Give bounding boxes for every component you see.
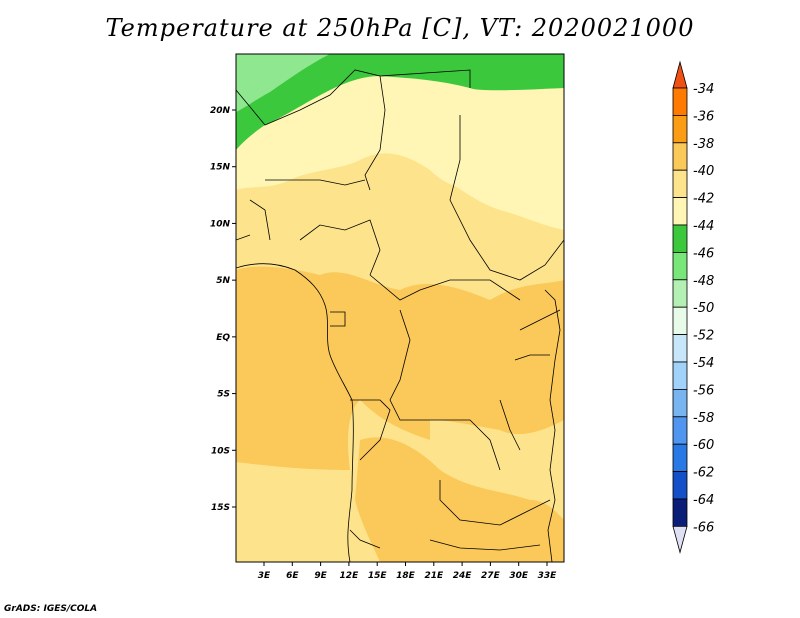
coastline-east (544, 289, 561, 562)
colorbar-level-label: -42 (693, 192, 714, 207)
border-line (236, 234, 251, 241)
longitude-axis: 3E 6E 9E 12E 15E 18E 21E 24E 27E 30E 33E (258, 562, 557, 581)
colorbar-swatch (672, 416, 688, 445)
colorbar-swatch (672, 87, 688, 116)
border-line (499, 399, 521, 451)
colorbar-swatch (672, 251, 688, 281)
border-line (379, 69, 471, 88)
border-line (369, 274, 521, 301)
colorbar-swatch (672, 471, 688, 500)
lat-tick-label: 5S (217, 390, 230, 400)
border-line (429, 539, 541, 551)
field-minus-40-to-38-south (355, 437, 564, 562)
border-line (389, 309, 501, 471)
lat-tick-label: 20N (210, 106, 231, 116)
colorbar-level-label: -66 (693, 520, 714, 535)
colorbar-swatch (672, 197, 688, 226)
coastline (236, 263, 354, 562)
colorbar-level-label: -52 (693, 329, 714, 344)
colorbar-swatch (672, 306, 688, 336)
colorbar-level-label: -38 (693, 137, 714, 152)
colorbar-swatch (672, 498, 688, 527)
colorbar-swatch (672, 279, 688, 308)
colorbar-swatch (672, 443, 688, 473)
lat-tick-label: 10N (210, 219, 231, 229)
border-line (249, 199, 271, 241)
colorbar-swatch (672, 169, 688, 198)
lon-tick-label: 30E (509, 571, 529, 581)
colorbar-level-label: -36 (693, 109, 714, 124)
field-minus-44-to-42-east (430, 150, 564, 192)
colorbar-level-label: -48 (693, 274, 714, 289)
lat-tick-label: EQ (216, 333, 230, 343)
field-minus-40-to-38 (236, 266, 564, 470)
temperature-field (236, 54, 564, 562)
colorbar-level-label: -56 (693, 383, 714, 398)
colorbar-level-label: -58 (693, 411, 714, 426)
lat-tick-label: 15S (211, 503, 230, 513)
lon-tick-label: 15E (368, 571, 388, 581)
colorbar-level-label: -40 (693, 164, 714, 179)
border-line (265, 179, 366, 186)
chart-title: Temperature at 250hPa [C], VT: 202002100… (105, 14, 695, 42)
lat-tick-label: 5N (216, 276, 230, 286)
border-line (349, 529, 381, 549)
border-line (449, 115, 564, 281)
colorbar-level-label: -62 (693, 466, 714, 481)
colorbar-level-label: -34 (693, 82, 714, 97)
colorbar-swatch (672, 361, 688, 390)
lon-tick-label: 27E (481, 571, 501, 581)
border-line (514, 354, 550, 361)
colorbar-swatch (672, 115, 688, 144)
lon-tick-label: 18E (396, 571, 416, 581)
border-line (299, 219, 381, 276)
colorbar-swatch (672, 224, 688, 253)
colorbar-level-label: -44 (693, 219, 714, 234)
border-line (236, 69, 386, 191)
lon-tick-label: 9E (314, 571, 327, 581)
colorbar-swatch (672, 142, 688, 171)
border-line (439, 480, 551, 526)
colorbar-level-label: -50 (693, 301, 714, 316)
colorbar-level-label: -60 (693, 438, 714, 453)
colorbar-swatch (672, 388, 688, 418)
latitude-axis: 20N 15N 10N 5N EQ 5S 10S 15S (210, 106, 236, 513)
field-minus-48-to-46 (236, 54, 330, 112)
lon-tick-label: 12E (340, 571, 360, 581)
colorbar-level-label: -64 (693, 493, 714, 508)
border-line (519, 309, 561, 331)
lon-tick-label: 24E (453, 571, 473, 581)
colorbar-swatch (672, 334, 688, 363)
lon-tick-label: 21E (424, 571, 444, 581)
country-borders (236, 69, 564, 562)
lon-tick-label: 6E (286, 571, 299, 581)
border-line (350, 399, 391, 461)
colorbar-max-arrow (672, 60, 688, 89)
colorbar-level-label: -46 (693, 246, 714, 261)
lon-tick-label: 33E (538, 571, 558, 581)
lat-tick-label: 15N (210, 163, 231, 173)
colorbar-level-label: -54 (693, 356, 714, 371)
map-frame (235, 53, 565, 563)
colorbar-min-arrow (672, 526, 688, 554)
footer-credit: GrADS: IGES/COLA (4, 604, 98, 614)
colorbar: -34 -36 -38 -40 -42 -44 -46 -48 -50 -52 -54 -56 -58 -… (672, 60, 714, 554)
lon-tick-label: 3E (258, 571, 271, 581)
field-minus-46-to-44 (236, 54, 564, 150)
border-line (330, 311, 346, 327)
lat-tick-label: 10S (211, 446, 230, 456)
